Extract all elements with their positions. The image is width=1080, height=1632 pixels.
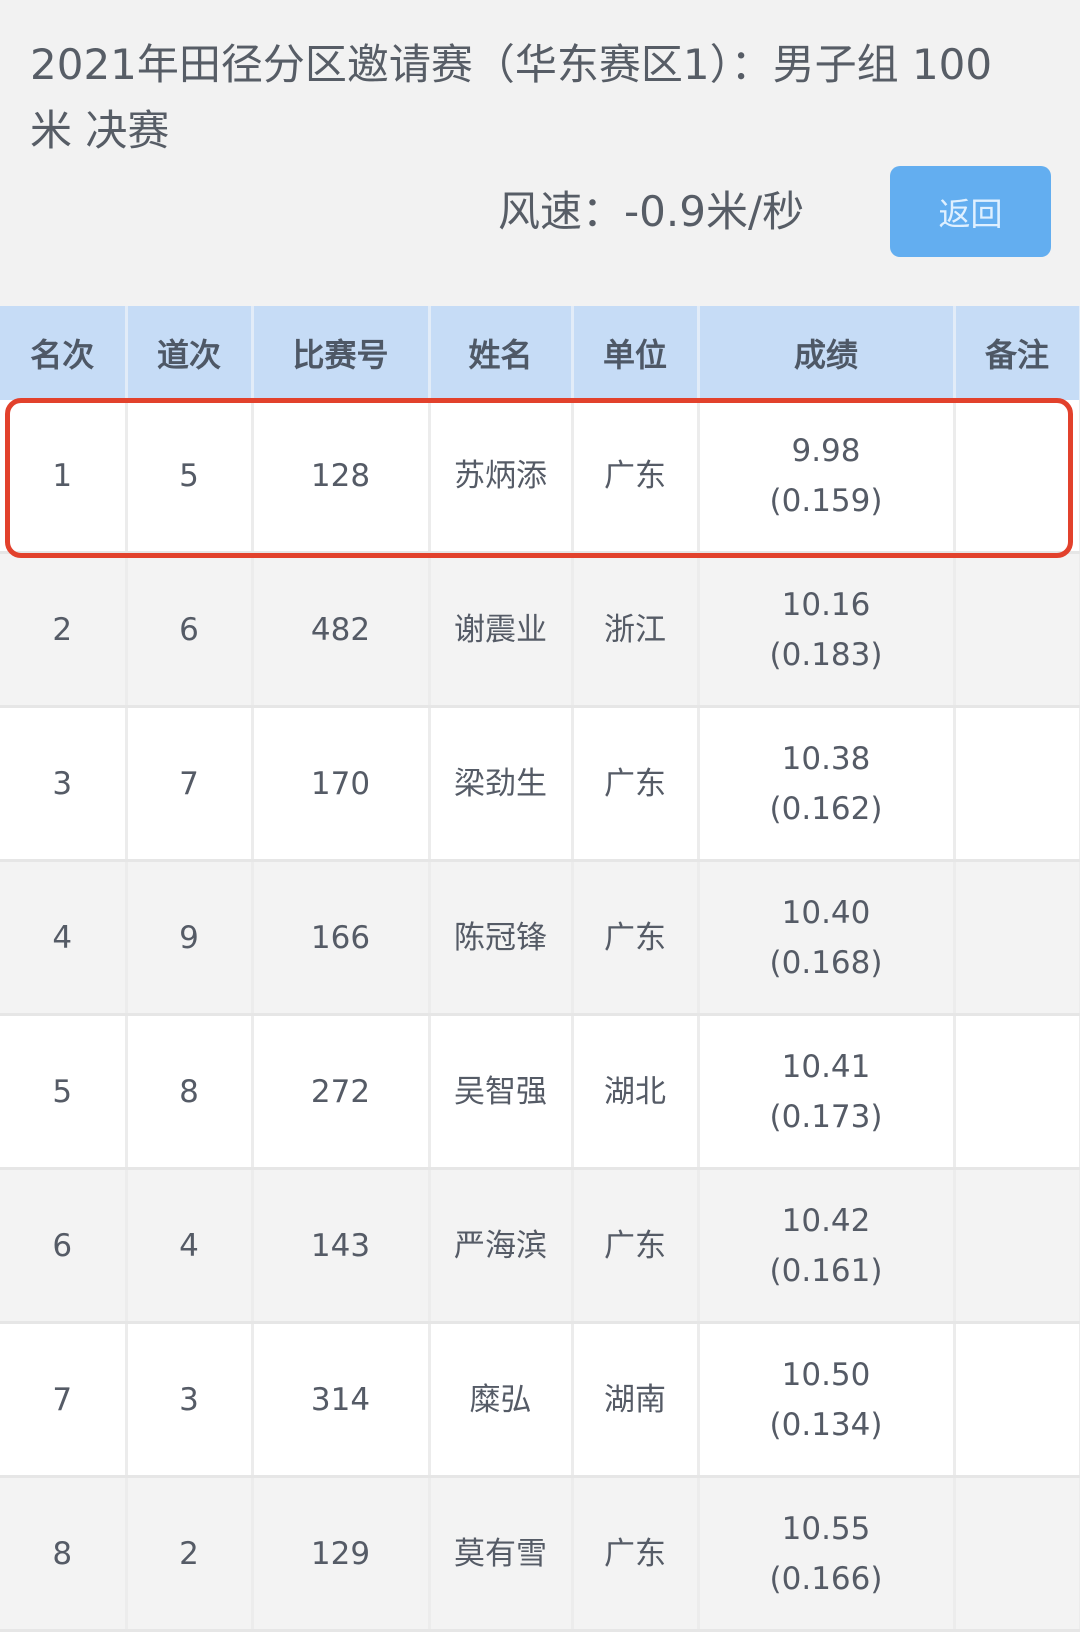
- lane-cell: 9: [126, 860, 254, 1016]
- table-row: 6 4 143 严海滨 广东 10.42 (0.161): [0, 1168, 1080, 1324]
- lane-cell: 2: [126, 1476, 254, 1632]
- result-time: 9.98: [791, 432, 861, 469]
- name-cell: 梁劲生: [429, 706, 574, 862]
- reaction-time: (0.168): [769, 944, 883, 981]
- rank-cell: 2: [0, 552, 128, 708]
- name-cell: 谢震业: [429, 552, 574, 708]
- note-cell: [954, 1168, 1080, 1324]
- rank-cell: 5: [0, 1014, 128, 1170]
- rank-cell: 1: [0, 400, 128, 554]
- name-cell: 苏炳添: [429, 400, 574, 554]
- column-header-result: 成绩: [698, 306, 956, 400]
- note-cell: [954, 1014, 1080, 1170]
- result-cell: 10.16 (0.183): [698, 552, 956, 708]
- table-row: 7 3 314 糜弘 湖南 10.50 (0.134): [0, 1322, 1080, 1478]
- reaction-time: (0.162): [769, 790, 883, 827]
- bib-cell: 129: [252, 1476, 431, 1632]
- unit-cell: 广东: [572, 1476, 700, 1632]
- bib-cell: 170: [252, 706, 431, 862]
- rank-cell: 3: [0, 706, 128, 862]
- result-cell: 10.50 (0.134): [698, 1322, 956, 1478]
- bib-cell: 128: [252, 400, 431, 554]
- reaction-time: (0.161): [769, 1252, 883, 1289]
- wind-speed: 风速：-0.9米/秒: [498, 187, 805, 236]
- column-header-bib: 比赛号: [252, 306, 431, 400]
- reaction-time: (0.159): [769, 482, 883, 519]
- lane-cell: 4: [126, 1168, 254, 1324]
- name-cell: 严海滨: [429, 1168, 574, 1324]
- back-button[interactable]: 返回: [890, 166, 1051, 257]
- column-header-unit: 单位: [572, 306, 700, 400]
- bib-cell: 166: [252, 860, 431, 1016]
- table-row: 5 8 272 吴智强 湖北 10.41 (0.173): [0, 1014, 1080, 1170]
- reaction-time: (0.134): [769, 1406, 883, 1443]
- name-cell: 莫有雪: [429, 1476, 574, 1632]
- name-cell: 陈冠锋: [429, 860, 574, 1016]
- note-cell: [954, 1476, 1080, 1632]
- unit-cell: 湖南: [572, 1322, 700, 1478]
- unit-cell: 广东: [572, 860, 700, 1016]
- bib-cell: 143: [252, 1168, 431, 1324]
- result-time: 10.55: [781, 1510, 871, 1547]
- result-cell: 10.41 (0.173): [698, 1014, 956, 1170]
- bib-cell: 272: [252, 1014, 431, 1170]
- reaction-time: (0.166): [769, 1560, 883, 1597]
- table-row: 1 5 128 苏炳添 广东 9.98 (0.159): [0, 400, 1080, 554]
- table-row: 8 2 129 莫有雪 广东 10.55 (0.166): [0, 1476, 1080, 1632]
- result-time: 10.38: [781, 740, 871, 777]
- note-cell: [954, 1322, 1080, 1478]
- bib-cell: 314: [252, 1322, 431, 1478]
- result-time: 10.42: [781, 1202, 871, 1239]
- table-row: 3 7 170 梁劲生 广东 10.38 (0.162): [0, 706, 1080, 862]
- result-time: 10.40: [781, 894, 871, 931]
- result-time: 10.16: [781, 586, 871, 623]
- rank-cell: 4: [0, 860, 128, 1016]
- unit-cell: 广东: [572, 706, 700, 862]
- rank-cell: 7: [0, 1322, 128, 1478]
- result-time: 10.50: [781, 1356, 871, 1393]
- note-cell: [954, 400, 1080, 554]
- column-header-note: 备注: [954, 306, 1080, 400]
- note-cell: [954, 860, 1080, 1016]
- bib-cell: 482: [252, 552, 431, 708]
- result-cell: 10.40 (0.168): [698, 860, 956, 1016]
- note-cell: [954, 552, 1080, 708]
- name-cell: 糜弘: [429, 1322, 574, 1478]
- result-cell: 10.42 (0.161): [698, 1168, 956, 1324]
- rank-cell: 8: [0, 1476, 128, 1632]
- reaction-time: (0.183): [769, 636, 883, 673]
- unit-cell: 广东: [572, 400, 700, 554]
- table-header-row: 名次 道次 比赛号 姓名 单位 成绩 备注: [0, 306, 1080, 400]
- results-table: 名次 道次 比赛号 姓名 单位 成绩 备注 1 5 128 苏炳添 广东 9.98 (0.1…: [0, 306, 1080, 1632]
- result-cell: 10.38 (0.162): [698, 706, 956, 862]
- lane-cell: 5: [126, 400, 254, 554]
- result-time: 10.41: [781, 1048, 871, 1085]
- unit-cell: 广东: [572, 1168, 700, 1324]
- result-cell: 10.55 (0.166): [698, 1476, 956, 1632]
- page-title: 2021年田径分区邀请赛（华东赛区1）：男子组 100米 决赛: [30, 40, 993, 155]
- table-row: 2 6 482 谢震业 浙江 10.16 (0.183): [0, 552, 1080, 708]
- table-row: 4 9 166 陈冠锋 广东 10.40 (0.168): [0, 860, 1080, 1016]
- unit-cell: 湖北: [572, 1014, 700, 1170]
- column-header-rank: 名次: [0, 306, 128, 400]
- name-cell: 吴智强: [429, 1014, 574, 1170]
- unit-cell: 浙江: [572, 552, 700, 708]
- lane-cell: 8: [126, 1014, 254, 1170]
- result-cell: 9.98 (0.159): [698, 400, 956, 554]
- lane-cell: 6: [126, 552, 254, 708]
- reaction-time: (0.173): [769, 1098, 883, 1135]
- column-header-lane: 道次: [126, 306, 254, 400]
- lane-cell: 7: [126, 706, 254, 862]
- column-header-name: 姓名: [429, 306, 574, 400]
- note-cell: [954, 706, 1080, 862]
- lane-cell: 3: [126, 1322, 254, 1478]
- rank-cell: 6: [0, 1168, 128, 1324]
